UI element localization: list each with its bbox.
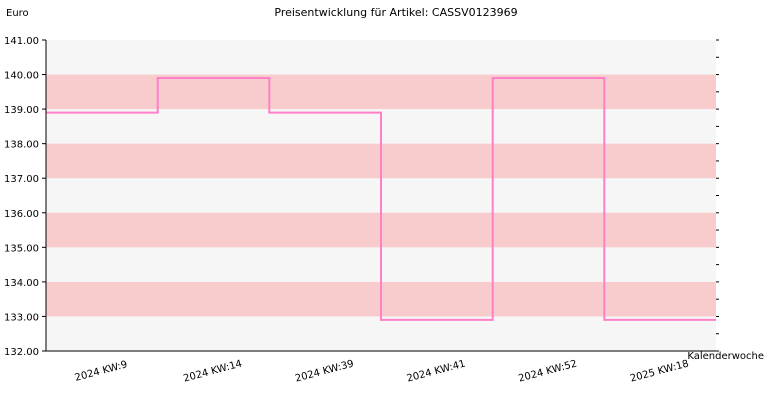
y-tick-label: 137.00 xyxy=(4,174,39,185)
y-tick-label: 134.00 xyxy=(4,278,39,289)
chart-title: Preisentwicklung für Artikel: CASSV01239… xyxy=(274,6,517,19)
y-tick-label: 133.00 xyxy=(4,312,39,323)
series-layer xyxy=(46,77,716,321)
x-tick-label: 2024 KW:9 xyxy=(74,359,129,384)
y-tick-label: 132.00 xyxy=(4,347,39,358)
price-step-line xyxy=(46,77,716,321)
y-tick-label: 139.00 xyxy=(4,105,39,116)
y-axis-label: Euro xyxy=(6,8,29,19)
grid-band xyxy=(46,74,716,110)
y-tick-label: 138.00 xyxy=(4,140,39,151)
x-axis-label: Kalenderwoche xyxy=(687,351,764,362)
x-tick-label: 2024 KW:39 xyxy=(294,358,355,384)
y-tick-label: 136.00 xyxy=(4,209,39,220)
y-tick-label: 135.00 xyxy=(4,243,39,254)
x-tick-label: 2024 KW:52 xyxy=(517,358,578,384)
y-tick-label: 141.00 xyxy=(4,36,39,47)
x-tick-label: 2025 KW:18 xyxy=(629,358,690,384)
y-tick-label: 140.00 xyxy=(4,71,39,82)
x-tick-label: 2024 KW:14 xyxy=(182,358,243,384)
x-tick-label: 2024 KW:41 xyxy=(406,358,467,384)
